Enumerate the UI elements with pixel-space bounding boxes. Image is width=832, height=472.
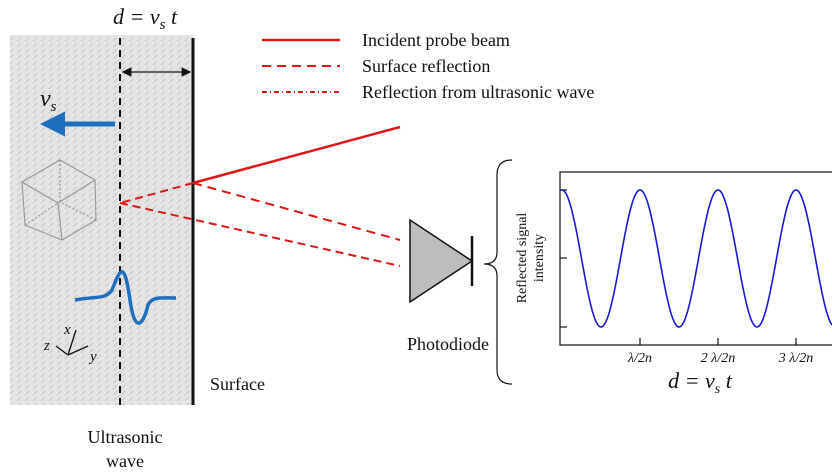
wave-reflection [119, 202, 401, 267]
x-tick-label: 2 λ/2n [701, 351, 735, 366]
cube [20, 159, 97, 241]
photodiode [409, 218, 474, 304]
distance-label: d = vs t [113, 4, 178, 33]
x-tick-label: 3 λ/2n [778, 351, 813, 366]
y-axis-label: Reflected signal intensity [515, 213, 547, 304]
plot: λ/2n 2 λ/2n 3 λ/2n d = vs t Reflected si… [515, 171, 832, 397]
surface-label: Surface [210, 374, 265, 394]
medium-label: wave [106, 451, 144, 471]
y-axis-label-line: intensity [532, 234, 547, 282]
brace [483, 159, 513, 385]
signal-curve [560, 189, 832, 328]
medium-label: Ultrasonic [88, 427, 163, 447]
y-axis-label-line: Reflected signal [515, 213, 530, 304]
plot-ticks [560, 189, 797, 345]
medium [10, 35, 193, 405]
velocity-label: vs [40, 86, 57, 115]
coordinate-axes [55, 329, 89, 356]
axis-label: y [88, 349, 97, 365]
x-axis-label: d = vs t [668, 368, 733, 397]
wavelet [74, 270, 177, 325]
legend-text: Surface reflection [362, 56, 490, 76]
legend-text: Reflection from ultrasonic wave [362, 82, 594, 102]
axis-label: z [43, 338, 50, 354]
incident-beam [192, 125, 401, 185]
axis-label: x [63, 322, 71, 338]
detector-label: Photodiode [407, 334, 489, 354]
legend-text: Incident probe beam [362, 30, 510, 50]
plot-frame [559, 171, 832, 346]
x-tick-label: λ/2n [627, 351, 652, 366]
surface-reflection [192, 182, 401, 241]
